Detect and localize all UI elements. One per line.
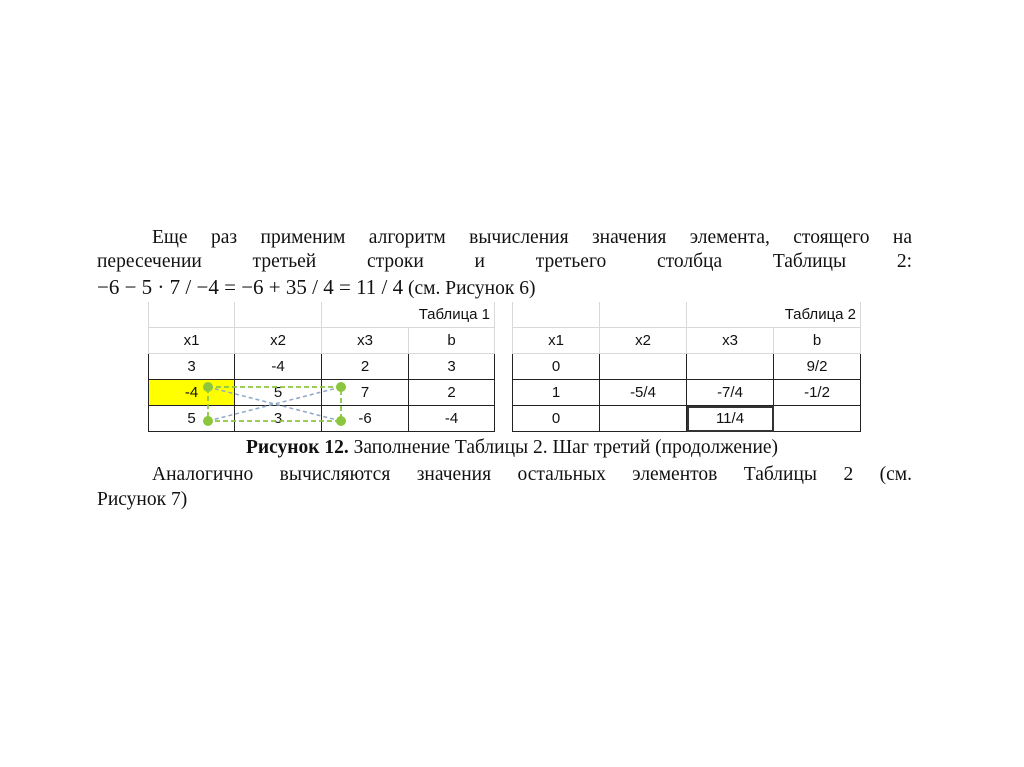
table-1: Таблица 1 x1 x2 x3 b 3 -4 2 3 -4 5 7 2 5 3 -6 -4 — [148, 302, 496, 432]
cell: -7/4 — [686, 379, 774, 406]
selected-cell: 11/4 — [686, 405, 774, 432]
cell — [772, 405, 862, 432]
diagonal-line — [207, 386, 342, 422]
corner-dot — [336, 416, 346, 426]
header-cell: x1 — [148, 327, 235, 354]
header-cell: x3 — [686, 327, 774, 354]
cell: 0 — [512, 405, 600, 432]
paragraph1-line2: пересечении третьей строки и третьего ст… — [97, 251, 912, 272]
cell: -4 — [407, 405, 496, 432]
cell: 9/2 — [772, 353, 862, 380]
cell: -6 — [321, 405, 409, 432]
cell: 3 — [234, 405, 322, 432]
paragraph2-line1: Аналогично вычисляются значения остальны… — [152, 464, 912, 485]
formula-ref: (см. Рисунок 6) — [408, 278, 536, 299]
diagonal-line — [207, 386, 342, 422]
caption-text: Заполнение Таблицы 2. Шаг третий (продол… — [348, 437, 779, 458]
header-cell: x1 — [512, 327, 600, 354]
paragraph1-line1: Еще раз применим алгоритм вычисления зна… — [152, 227, 912, 248]
cell: 7 — [321, 379, 409, 406]
dashed-rectangle — [207, 386, 342, 422]
header-cell: x2 — [234, 327, 322, 354]
paragraph2-line2: Рисунок 7) — [97, 489, 188, 510]
cell: 2 — [321, 353, 409, 380]
cell: -1/2 — [772, 379, 862, 406]
cell: -4 — [234, 353, 322, 380]
cell — [686, 353, 774, 380]
header-cell: b — [772, 327, 862, 354]
corner-dot — [203, 416, 213, 426]
header-cell: b — [407, 327, 496, 354]
header-cell: x2 — [599, 327, 687, 354]
corner-dot — [336, 382, 346, 392]
caption-label: Рисунок 12. — [245, 437, 349, 458]
figure-caption: Рисунок 12. Заполнение Таблицы 2. Шаг тр… — [0, 437, 1024, 459]
corner-dot — [203, 382, 213, 392]
cell — [599, 353, 687, 380]
header-cell: x3 — [321, 327, 409, 354]
cell: 5 — [148, 405, 235, 432]
formula: −6 − 5 · 7 / −4 = −6 + 35 / 4 = 11 / 4 — [97, 275, 404, 299]
table2-title: Таблица 2 — [685, 302, 862, 328]
cell — [599, 405, 687, 432]
cell: 1 — [512, 379, 600, 406]
cell: 5 — [234, 379, 322, 406]
cell: -5/4 — [599, 379, 687, 406]
table-2: Таблица 2 x1 x2 x3 b 0 9/2 1 -5/4 -7/4 -1/2 0 11… — [512, 302, 862, 432]
cell: 0 — [512, 353, 600, 380]
formula-line: −6 − 5 · 7 / −4 = −6 + 35 / 4 = 11 / 4 (… — [97, 275, 912, 301]
